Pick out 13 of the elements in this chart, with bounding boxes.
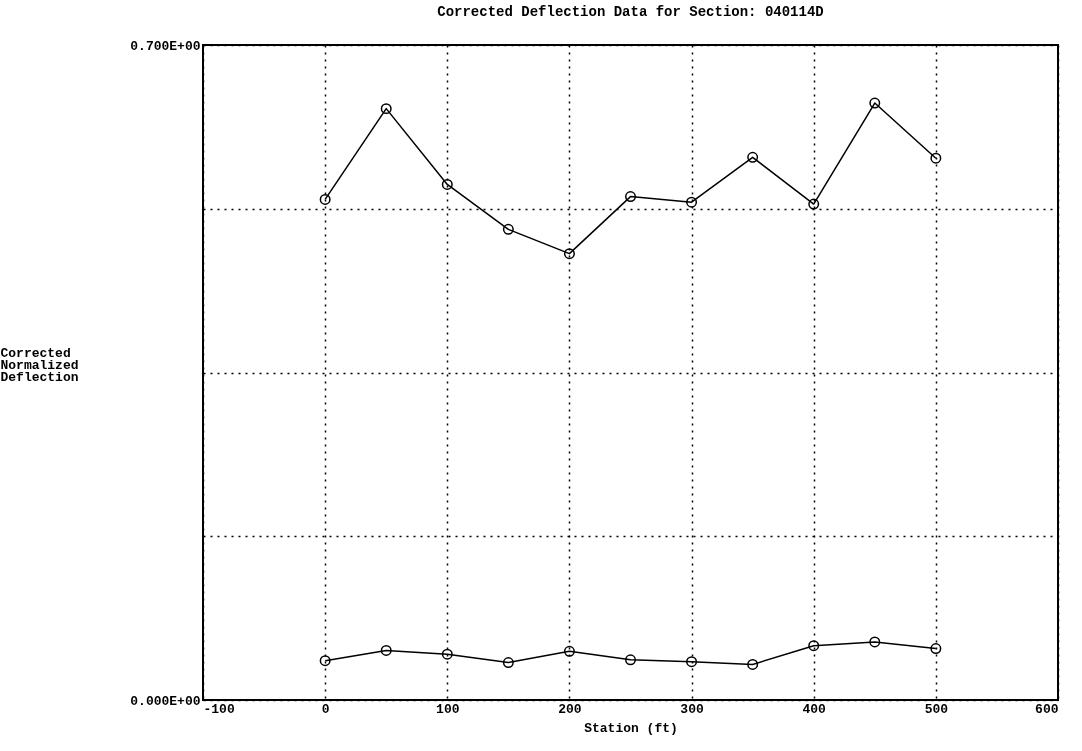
x-tick-label: 200 xyxy=(558,701,582,717)
x-tick-label: 100 xyxy=(436,701,460,717)
x-tick-label: 600 xyxy=(1035,701,1059,717)
y-tick-label: 0.700E+00 xyxy=(130,38,201,54)
x-tick-label: 400 xyxy=(802,701,827,717)
x-tick-label: 300 xyxy=(680,701,704,717)
x-tick-label: 0 xyxy=(321,701,330,717)
y-axis-title: Corrected Normalized Deflection xyxy=(0,346,79,386)
x-tick-label: -100 xyxy=(203,701,235,717)
x-tick-label: 500 xyxy=(924,701,949,717)
y-tick-label: 0.000E+00 xyxy=(130,693,201,709)
chart-title: Corrected Deflection Data for Section: 040114D xyxy=(437,4,824,20)
x-axis-title: Station (ft) xyxy=(584,720,678,736)
